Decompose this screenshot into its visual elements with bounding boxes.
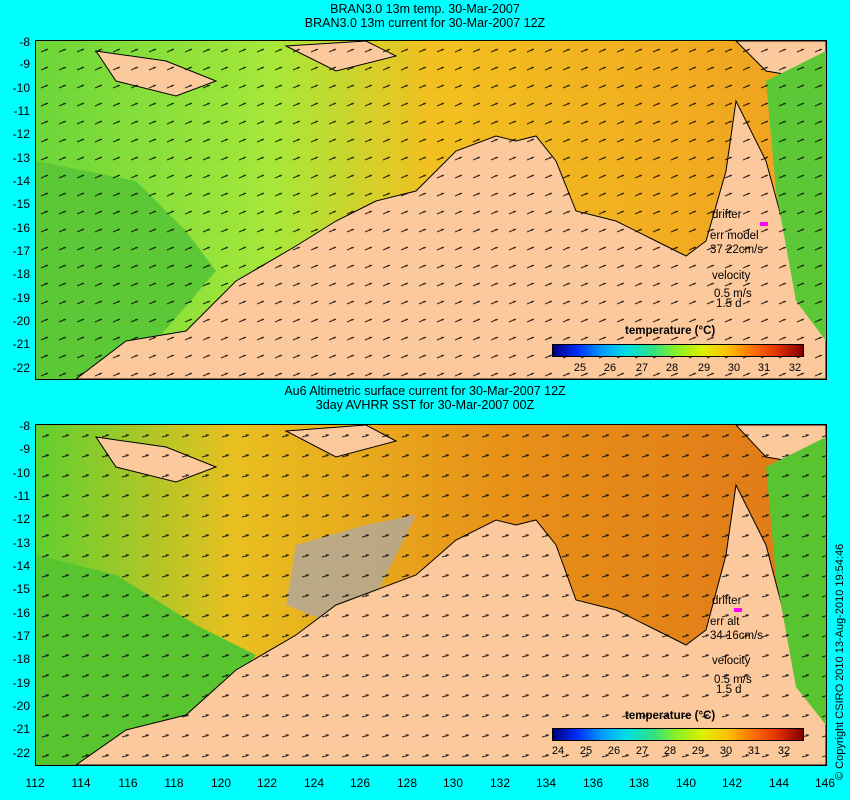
y-tick: -8 bbox=[19, 35, 30, 49]
x-tick: 142 bbox=[721, 776, 743, 790]
y-tick: -14 bbox=[12, 174, 30, 188]
top-drifter-label: drifter bbox=[712, 209, 742, 221]
bottom-velocity-days: 1.5 d bbox=[716, 684, 742, 696]
bottom-cbar-tick: 30 bbox=[719, 745, 733, 757]
top-cbar-tick: 29 bbox=[697, 362, 711, 374]
y-tick: -11 bbox=[13, 489, 30, 503]
y-tick: -18 bbox=[12, 652, 30, 666]
y-tick: -8 bbox=[19, 419, 30, 433]
y-tick: -21 bbox=[12, 722, 30, 736]
x-tick: 144 bbox=[768, 776, 790, 790]
y-tick: -10 bbox=[12, 466, 30, 480]
x-tick: 118 bbox=[164, 776, 184, 790]
x-tick: 146 bbox=[814, 776, 836, 790]
bottom-cbar-tick: 24 bbox=[551, 745, 565, 757]
y-tick: -14 bbox=[12, 559, 30, 573]
top-err-value: 37 22cm/s bbox=[710, 244, 764, 256]
y-tick: -20 bbox=[12, 314, 30, 328]
x-tick: 128 bbox=[396, 776, 418, 790]
bottom-drifter-label: drifter bbox=[712, 595, 742, 607]
top-map bbox=[36, 41, 826, 379]
y-tick: -19 bbox=[12, 291, 30, 305]
bottom-cbar-tick: 27 bbox=[635, 745, 649, 757]
y-tick: -15 bbox=[12, 197, 30, 211]
top-cbar-tick: 25 bbox=[573, 362, 587, 374]
x-tick: 130 bbox=[442, 776, 464, 790]
y-tick: -22 bbox=[12, 746, 30, 760]
bottom-legend-title: temperature (°C) bbox=[625, 710, 716, 722]
x-tick: 126 bbox=[349, 776, 371, 790]
top-title-2: BRAN3.0 13m current for 30-Mar-2007 12Z bbox=[304, 16, 546, 30]
bottom-map-panel bbox=[35, 424, 827, 766]
bottom-cbar-tick: 29 bbox=[691, 745, 705, 757]
bottom-velocity-label: velocity bbox=[712, 655, 751, 667]
x-tick: 124 bbox=[303, 776, 325, 790]
bottom-title-1: Au6 Altimetric surface current for 30-Ma… bbox=[284, 384, 566, 398]
bottom-title-2: 3day AVHRR SST for 30-Mar-2007 00Z bbox=[315, 398, 535, 412]
bottom-velocity-scale: 0.5 m/s bbox=[714, 674, 752, 686]
top-drifter-marker bbox=[760, 222, 768, 226]
x-tick: 114 bbox=[71, 776, 91, 790]
bottom-cbar-tick: 25 bbox=[579, 745, 593, 757]
bottom-cbar-tick: 31 bbox=[747, 745, 761, 757]
top-cbar-tick: 27 bbox=[635, 362, 649, 374]
y-tick: -16 bbox=[12, 221, 30, 235]
x-tick: 138 bbox=[628, 776, 650, 790]
y-tick: -17 bbox=[12, 629, 30, 643]
top-cbar-tick: 31 bbox=[757, 362, 771, 374]
y-tick: -12 bbox=[12, 512, 30, 526]
bottom-cbar-tick: 28 bbox=[663, 745, 677, 757]
y-tick: -13 bbox=[12, 151, 30, 165]
bottom-cbar-tick: 32 bbox=[777, 745, 791, 757]
y-tick: -18 bbox=[12, 267, 30, 281]
x-tick: 112 bbox=[25, 776, 45, 790]
top-map-panel bbox=[35, 40, 827, 380]
bottom-cbar-tick: 26 bbox=[607, 745, 621, 757]
top-err-label: err model bbox=[710, 230, 759, 242]
top-cbar-tick: 28 bbox=[665, 362, 679, 374]
y-tick: -12 bbox=[12, 127, 30, 141]
y-tick: -20 bbox=[12, 699, 30, 713]
y-tick: -9 bbox=[19, 57, 30, 71]
bottom-err-label: err alt bbox=[710, 616, 740, 628]
current-vectors-top bbox=[36, 41, 826, 379]
y-tick: -17 bbox=[12, 244, 30, 258]
x-tick: 136 bbox=[582, 776, 604, 790]
x-tick: 140 bbox=[675, 776, 697, 790]
y-tick: -22 bbox=[12, 361, 30, 375]
top-velocity-label: velocity bbox=[712, 270, 751, 282]
top-title-1: BRAN3.0 13m temp. 30-Mar-2007 bbox=[330, 2, 520, 16]
top-velocity-scale: 0.5 m/s bbox=[714, 288, 752, 300]
current-vectors-bottom bbox=[36, 425, 826, 765]
top-legend-title: temperature (°C) bbox=[625, 325, 716, 337]
y-tick: -15 bbox=[12, 582, 30, 596]
top-colorbar bbox=[552, 344, 804, 357]
top-cbar-tick: 30 bbox=[727, 362, 741, 374]
x-tick: 132 bbox=[489, 776, 511, 790]
y-tick: -10 bbox=[12, 81, 30, 95]
y-tick: -21 bbox=[12, 337, 30, 351]
y-tick: -9 bbox=[19, 442, 30, 456]
y-tick: -16 bbox=[12, 606, 30, 620]
bottom-colorbar bbox=[552, 728, 804, 741]
x-tick: 120 bbox=[210, 776, 232, 790]
bottom-err-value: 34 16cm/s bbox=[710, 630, 764, 642]
top-cbar-tick: 32 bbox=[788, 362, 802, 374]
y-tick: -13 bbox=[12, 536, 30, 550]
y-tick: -11 bbox=[13, 104, 30, 118]
y-tick: -19 bbox=[12, 676, 30, 690]
bottom-map bbox=[36, 425, 826, 765]
x-tick: 122 bbox=[256, 776, 278, 790]
x-tick: 116 bbox=[118, 776, 138, 790]
bottom-drifter-marker bbox=[734, 608, 742, 612]
top-velocity-days: 1.5 d bbox=[716, 298, 742, 310]
copyright-text: © Copyright CSIRO 2010 13-Aug-2010 19:54… bbox=[834, 543, 846, 780]
top-cbar-tick: 26 bbox=[603, 362, 617, 374]
x-tick: 134 bbox=[535, 776, 557, 790]
